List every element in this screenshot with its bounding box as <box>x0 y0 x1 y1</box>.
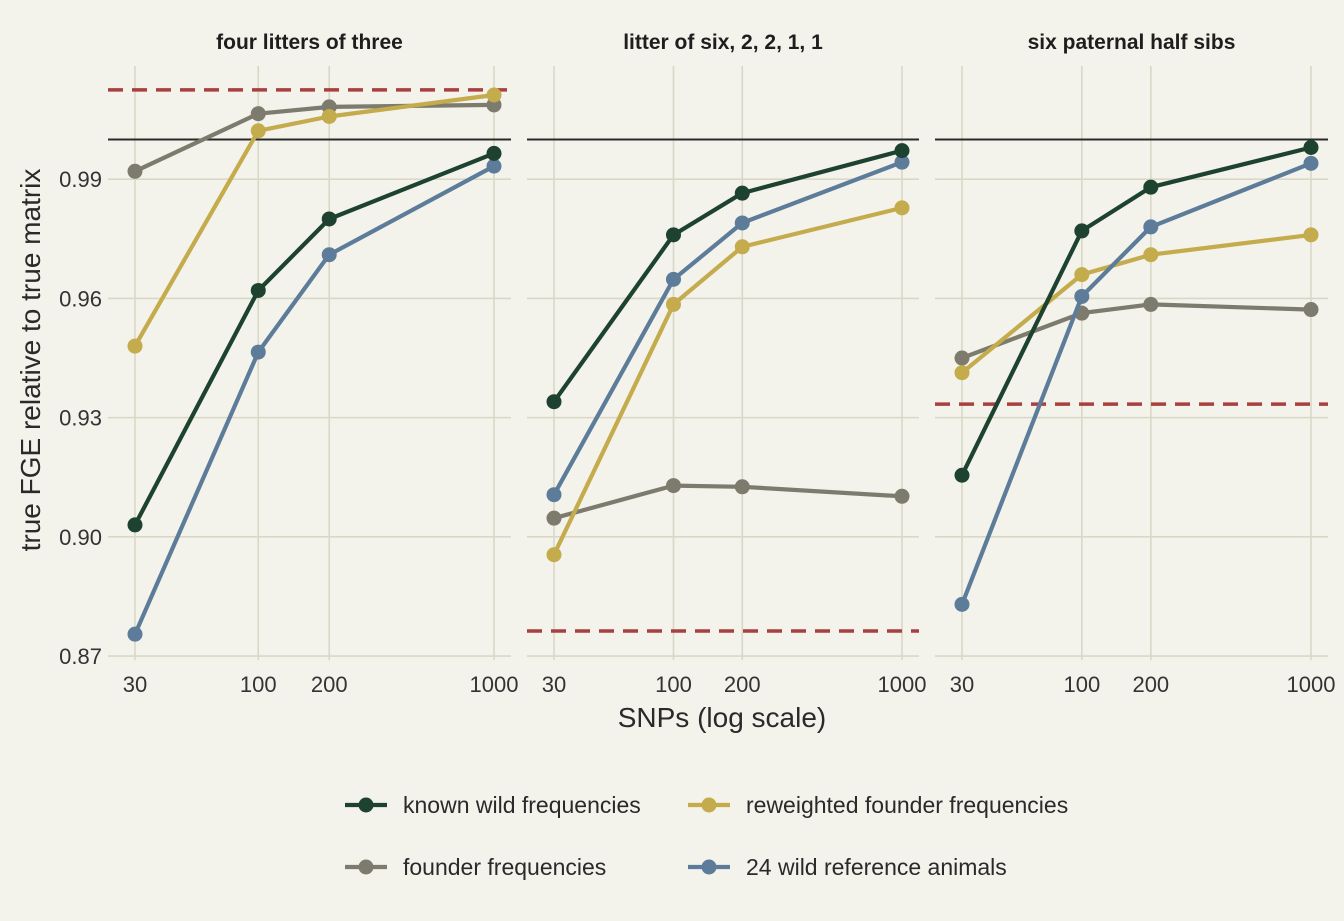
series-line-known-wild-frequencies <box>960 145 1312 477</box>
data-point-founder-frequencies <box>250 106 266 122</box>
data-point-24-wild-reference-animals <box>734 215 750 231</box>
data-point-24-wild-reference-animals <box>954 596 970 612</box>
x-tick-label: 1000 <box>470 672 519 697</box>
x-tick-label: 200 <box>1132 672 1169 697</box>
data-point-known-wild-frequencies <box>486 145 502 161</box>
legend: known wild frequencies reweighted founder… <box>345 792 1068 880</box>
x-tick-label: 200 <box>311 672 348 697</box>
legend-item-known-wild-frequencies: known wild frequencies <box>345 792 641 818</box>
x-tick-label: 100 <box>240 672 277 697</box>
data-point-24-wild-reference-animals <box>1074 288 1090 304</box>
data-point-24-wild-reference-animals <box>321 247 337 263</box>
y-tick-label: 0.90 <box>59 525 102 550</box>
data-point-known-wild-frequencies <box>546 394 562 410</box>
panel-title: six paternal half sibs <box>1028 31 1236 54</box>
data-point-founder-frequencies <box>894 488 910 504</box>
data-point-founder-frequencies <box>734 479 750 495</box>
data-point-reweighted-founder-frequencies <box>1074 267 1090 283</box>
series-line-reweighted-founder-frequencies <box>133 92 495 348</box>
x-tick-label: 100 <box>655 672 692 697</box>
data-point-reweighted-founder-frequencies <box>894 200 910 216</box>
y-tick-label: 0.96 <box>59 286 102 311</box>
data-point-known-wild-frequencies <box>894 143 910 159</box>
y-tick-label: 0.99 <box>59 167 102 192</box>
legend-label: known wild frequencies <box>403 792 641 818</box>
data-point-known-wild-frequencies <box>321 211 337 227</box>
y-tick-label: 0.93 <box>59 406 102 431</box>
data-point-known-wild-frequencies <box>954 467 970 483</box>
data-point-24-wild-reference-animals <box>486 158 502 174</box>
data-point-founder-frequencies <box>546 510 562 526</box>
data-point-reweighted-founder-frequencies <box>321 108 337 124</box>
data-point-known-wild-frequencies <box>734 185 750 201</box>
data-point-reweighted-founder-frequencies <box>954 365 970 381</box>
legend-key-point <box>701 859 717 875</box>
x-tick-label: 30 <box>950 672 974 697</box>
series-line-founder-frequencies <box>961 302 1312 360</box>
series-line-reweighted-founder-frequencies <box>960 232 1312 375</box>
data-point-known-wild-frequencies <box>1143 179 1159 195</box>
x-tick-label: 1000 <box>1287 672 1336 697</box>
data-point-24-wild-reference-animals <box>894 154 910 170</box>
legend-key-point <box>358 797 374 813</box>
x-tick-label: 30 <box>123 672 147 697</box>
legend-key-point <box>358 859 374 875</box>
data-point-founder-frequencies <box>1143 296 1159 312</box>
panel-3: six paternal half sibs 30 100 200 1000 <box>935 31 1335 697</box>
data-point-reweighted-founder-frequencies <box>665 296 681 312</box>
data-point-known-wild-frequencies <box>1074 223 1090 239</box>
data-point-24-wild-reference-animals <box>546 487 562 503</box>
x-tick-label: 100 <box>1063 672 1100 697</box>
data-point-24-wild-reference-animals <box>250 344 266 360</box>
legend-label: founder frequencies <box>403 854 606 880</box>
data-point-24-wild-reference-animals <box>1303 155 1319 171</box>
series-line-reweighted-founder-frequencies <box>552 205 903 556</box>
data-point-24-wild-reference-animals <box>1143 219 1159 235</box>
data-point-founder-frequencies <box>665 478 681 494</box>
data-point-reweighted-founder-frequencies <box>1303 227 1319 243</box>
data-point-founder-frequencies <box>1303 302 1319 318</box>
series-line-24-wild-reference-animals <box>960 161 1312 606</box>
series-line-founder-frequencies <box>553 483 903 521</box>
panel-1: four litters of three 30 100 200 1000 0.87 0.9… <box>59 31 518 697</box>
legend-label: reweighted founder frequencies <box>746 792 1068 818</box>
data-point-reweighted-founder-frequencies <box>486 87 502 103</box>
legend-label: 24 wild reference animals <box>746 854 1007 880</box>
x-axis-title: SNPs (log scale) <box>618 702 827 733</box>
panel-2: litter of six, 2, 2, 1, 1 30 100 200 1000 <box>527 31 926 697</box>
y-axis-title: true FGE relative to true matrix <box>15 169 46 552</box>
legend-item-reweighted-founder-frequencies: reweighted founder frequencies <box>688 792 1068 818</box>
data-point-founder-frequencies <box>127 163 143 179</box>
data-point-known-wild-frequencies <box>665 227 681 243</box>
legend-item-founder-frequencies: founder frequencies <box>345 854 606 880</box>
legend-item-24-wild-reference-animals: 24 wild reference animals <box>688 854 1007 880</box>
data-point-reweighted-founder-frequencies <box>1143 247 1159 263</box>
series-line-known-wild-frequencies <box>133 151 495 526</box>
panel-title: litter of six, 2, 2, 1, 1 <box>623 31 823 54</box>
series-line-24-wild-reference-animals <box>552 160 903 496</box>
x-tick-label: 1000 <box>878 672 927 697</box>
data-point-reweighted-founder-frequencies <box>734 239 750 255</box>
data-point-known-wild-frequencies <box>127 517 143 533</box>
x-tick-label: 200 <box>724 672 761 697</box>
x-tick-label: 30 <box>542 672 566 697</box>
series-line-24-wild-reference-animals <box>133 164 495 636</box>
panel-title: four litters of three <box>216 31 403 54</box>
data-point-founder-frequencies <box>954 350 970 366</box>
data-point-reweighted-founder-frequencies <box>127 338 143 354</box>
data-point-known-wild-frequencies <box>250 282 266 298</box>
data-point-reweighted-founder-frequencies <box>250 123 266 139</box>
data-point-known-wild-frequencies <box>1303 139 1319 155</box>
data-point-24-wild-reference-animals <box>665 271 681 287</box>
y-tick-label: 0.87 <box>59 644 102 669</box>
data-point-reweighted-founder-frequencies <box>546 547 562 563</box>
legend-key-point <box>701 797 717 813</box>
series-line-known-wild-frequencies <box>552 148 903 403</box>
data-point-24-wild-reference-animals <box>127 626 143 642</box>
panels: four litters of three 30 100 200 1000 0.87 0.9… <box>59 31 1335 697</box>
